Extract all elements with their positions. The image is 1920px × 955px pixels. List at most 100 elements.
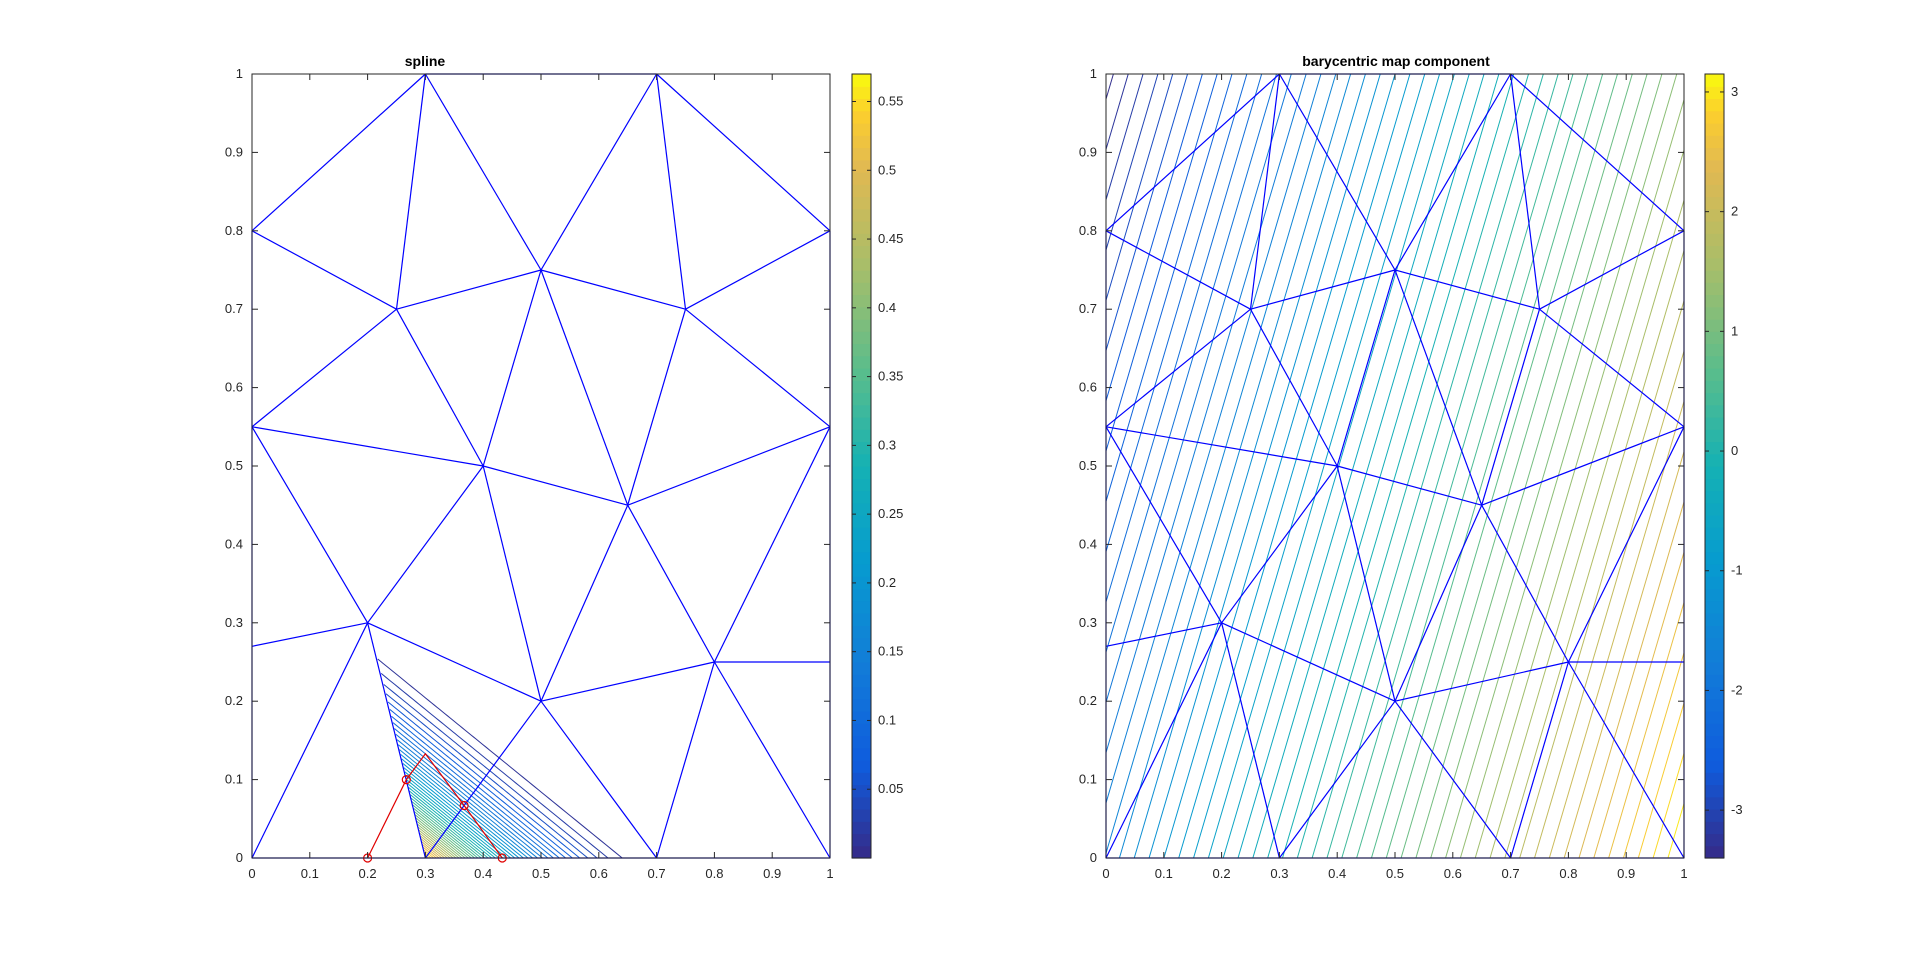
contour-level — [1608, 600, 1684, 858]
colorbar-segment — [1705, 613, 1724, 626]
colorbar-segment — [1705, 257, 1724, 271]
contour-level — [413, 807, 475, 859]
colorbar-segment — [852, 147, 871, 161]
mesh-edge — [251, 230, 397, 310]
x-tick-label: 0.2 — [359, 866, 377, 881]
contour-level — [1489, 198, 1684, 858]
contour-level — [415, 817, 466, 859]
colorbar-segment — [1705, 441, 1724, 455]
colorbar-segment — [1705, 502, 1724, 516]
contour-level — [385, 693, 589, 859]
mesh-edge — [1105, 622, 1223, 859]
contour-level — [1341, 74, 1574, 858]
x-tick-label: 0.3 — [1270, 866, 1288, 881]
colorbar-segment — [1705, 147, 1724, 161]
y-tick-label: 0.9 — [1079, 144, 1097, 159]
colorbar-segment — [1705, 845, 1724, 859]
y-tick-label: 0.5 — [1079, 458, 1097, 473]
colorbar-tick-label: 0.45 — [878, 231, 903, 246]
colorbar-segment — [852, 159, 871, 173]
colorbar-segment — [852, 735, 871, 749]
colorbar-tick-label: 0.2 — [878, 575, 896, 590]
colorbar-segment — [852, 233, 871, 247]
colorbar-segment — [852, 674, 871, 688]
contour-level — [412, 804, 479, 859]
colorbar-segment — [1705, 245, 1724, 259]
x-tick-label: 0 — [248, 866, 255, 881]
colorbar-tick-label: 0.4 — [878, 300, 896, 315]
colorbar-segment — [852, 270, 871, 283]
contour-level — [377, 658, 623, 859]
colorbar-segment — [1705, 331, 1724, 345]
colorbar-segment — [852, 306, 871, 320]
colorbar-segment — [1705, 490, 1724, 504]
x-tick-label: 0.5 — [1386, 866, 1404, 881]
colorbar-tick-label: 0.15 — [878, 644, 903, 659]
x-tick-label: 0.2 — [1213, 866, 1231, 881]
colorbar-segment — [852, 110, 871, 124]
contour-level — [1652, 751, 1684, 858]
colorbar-segment — [852, 319, 871, 332]
colorbar-segment — [852, 686, 871, 700]
colorbar-tick-label: 0.1 — [878, 712, 896, 727]
spline-axis-ticks: 0 0.1 0.2 0.3 0.4 0.5 0.6 0.7 0.8 0.9 1 0 0.1 0.2 0.3 0… — [225, 66, 834, 881]
contour-level — [1106, 74, 1189, 353]
contour-level — [402, 762, 520, 859]
contour-level — [411, 801, 482, 859]
colorbar-segment — [852, 466, 871, 479]
mesh-edge — [482, 465, 542, 702]
mesh-edge — [1510, 73, 1685, 232]
colorbar-segment — [1705, 319, 1724, 332]
mesh-edge — [1105, 73, 1280, 232]
contour-level — [392, 722, 560, 859]
colorbar-segment — [1705, 466, 1724, 479]
contour-level — [410, 797, 485, 859]
colorbar-segment — [1705, 637, 1724, 651]
contour-level — [421, 843, 440, 859]
colorbar-segment — [1705, 233, 1724, 247]
contour-level — [422, 846, 437, 859]
contour-level — [404, 771, 512, 859]
colorbar-segment — [1705, 527, 1724, 541]
mesh-edge — [1336, 269, 1396, 467]
colorbar-segment — [1705, 196, 1724, 210]
colorbar-segment — [1705, 478, 1724, 492]
mesh-edge — [482, 269, 542, 467]
colorbar-segment — [1705, 123, 1724, 136]
contour-level — [1207, 74, 1441, 858]
mesh-edge — [1221, 622, 1280, 859]
y-tick-label: 0.4 — [225, 536, 243, 551]
colorbar-segment — [1705, 674, 1724, 688]
mesh-edge — [1249, 308, 1338, 467]
mesh-edge — [1278, 73, 1396, 271]
colorbar-segment — [852, 527, 871, 541]
colorbar-tick-label: 0 — [1731, 443, 1738, 458]
contour-level — [418, 829, 454, 859]
colorbar-tick-label: 0.5 — [878, 162, 896, 177]
contour-level — [405, 775, 508, 859]
colorbar-segment — [1705, 135, 1724, 149]
colorbar-segment — [852, 515, 871, 528]
colorbar-tick-label: -2 — [1731, 682, 1743, 697]
colorbar-segment — [1705, 600, 1724, 614]
colorbar-segment — [852, 833, 871, 847]
colorbar-segment — [852, 453, 871, 467]
y-tick-label: 0.8 — [1079, 223, 1097, 238]
mesh-edge — [1221, 622, 1396, 702]
mesh-edge — [367, 622, 542, 702]
y-tick-label: 0.6 — [1079, 380, 1097, 395]
x-tick-label: 0.5 — [532, 866, 550, 881]
colorbar-segment — [1705, 221, 1724, 234]
colorbar-segment — [852, 368, 871, 381]
y-tick-label: 0.2 — [225, 693, 243, 708]
mesh-edge — [1481, 504, 1569, 663]
barycentric-contour-lines — [1106, 74, 1684, 858]
mesh-edge — [1105, 230, 1251, 310]
mesh-edge — [1394, 700, 1512, 859]
colorbar-segment — [852, 98, 871, 112]
colorbar-segment — [852, 796, 871, 810]
colorbar-segment — [1705, 515, 1724, 528]
colorbar-segment — [852, 441, 871, 455]
contour-level — [396, 739, 543, 859]
mesh-edge — [1394, 661, 1569, 702]
